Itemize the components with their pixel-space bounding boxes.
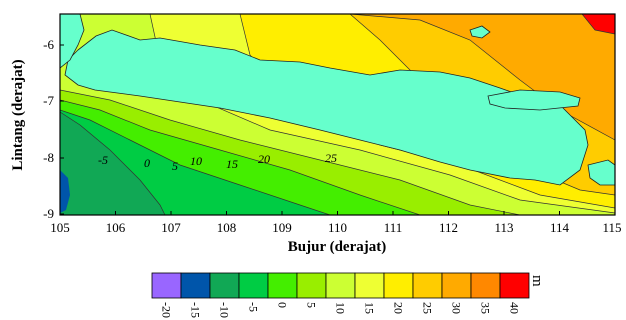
java-island <box>64 29 589 186</box>
contour-band-m5 <box>60 112 165 215</box>
y-tick-label: -8 <box>43 150 54 165</box>
legend-swatch <box>267 272 298 299</box>
legend-swatch <box>296 272 327 299</box>
legend-level-label: 20 <box>392 302 406 314</box>
legend-swatch <box>441 272 472 299</box>
legend-level-label: -10 <box>218 302 232 318</box>
legend-swatch <box>354 272 385 299</box>
legend-swatch <box>412 272 443 299</box>
legend-level-label: 40 <box>508 302 522 314</box>
contour-labels: -5 0 5 10 15 20 25 <box>98 151 337 173</box>
legend-swatch <box>499 272 530 299</box>
legend-swatch <box>325 272 356 299</box>
tick-marks <box>59 44 616 215</box>
legend-level-label: 10 <box>334 302 348 314</box>
legend: -20 -15 -10 -5 0 5 10 15 20 25 30 35 40 m <box>151 272 545 318</box>
karimunjawa-island <box>469 25 491 39</box>
legend-level-label: 5 <box>305 302 319 308</box>
legend-level-label: 35 <box>479 302 493 314</box>
x-tick-label: 108 <box>217 220 237 235</box>
contour-band-35 <box>350 14 615 140</box>
contour-label: 5 <box>172 159 178 173</box>
x-tick-label: 110 <box>328 220 347 235</box>
y-tick-label: -6 <box>43 37 54 52</box>
contour-band-m10 <box>60 170 70 213</box>
contour-label: 15 <box>226 157 238 171</box>
legend-level-label: 15 <box>363 302 377 314</box>
legend-level-label: -5 <box>247 302 261 312</box>
legend-level-label: 25 <box>421 302 435 314</box>
x-tick-label: 107 <box>161 220 181 235</box>
legend-swatch <box>209 272 240 299</box>
legend-level-label: -15 <box>189 302 203 318</box>
x-tick-label: 109 <box>272 220 292 235</box>
x-tick-label: 106 <box>106 220 126 235</box>
legend-swatch <box>383 272 414 299</box>
y-tick-label: -9 <box>43 206 54 221</box>
bali-island <box>587 159 615 186</box>
x-tick-labels: 105 106 107 108 109 110 111 112 113 114 … <box>50 220 621 235</box>
x-tick-label: 112 <box>439 220 458 235</box>
legend-swatch <box>470 272 501 299</box>
x-tick-label: 111 <box>384 220 403 235</box>
legend-level-label: 30 <box>450 302 464 314</box>
x-tick-label: 115 <box>602 220 621 235</box>
contour-label: 25 <box>325 151 337 165</box>
x-tick-label: 114 <box>550 220 570 235</box>
x-tick-label: 113 <box>494 220 513 235</box>
sumatra-tip <box>60 14 85 69</box>
contour-band-40 <box>582 14 615 34</box>
x-tick-label: 105 <box>50 220 70 235</box>
contour-label: 0 <box>144 156 150 170</box>
legend-swatch <box>238 272 269 299</box>
madura-island <box>487 89 581 111</box>
y-tick-label: -7 <box>43 93 54 108</box>
contour-fill: -5 0 5 10 15 20 25 <box>60 14 615 215</box>
legend-level-label: -20 <box>160 302 174 318</box>
legend-level-label: 0 <box>276 302 290 308</box>
contour-label: -5 <box>98 153 108 167</box>
legend-unit: m <box>529 275 545 287</box>
y-tick-labels: -6 -7 -8 -9 <box>43 37 54 221</box>
legend-swatch <box>151 272 182 299</box>
y-axis-title: Lintang (derajat) <box>10 59 26 170</box>
legend-swatch <box>180 272 211 299</box>
contour-label: 10 <box>190 154 202 168</box>
x-axis-title: Bujur (derajat) <box>288 239 386 255</box>
contour-label: 20 <box>258 152 270 166</box>
